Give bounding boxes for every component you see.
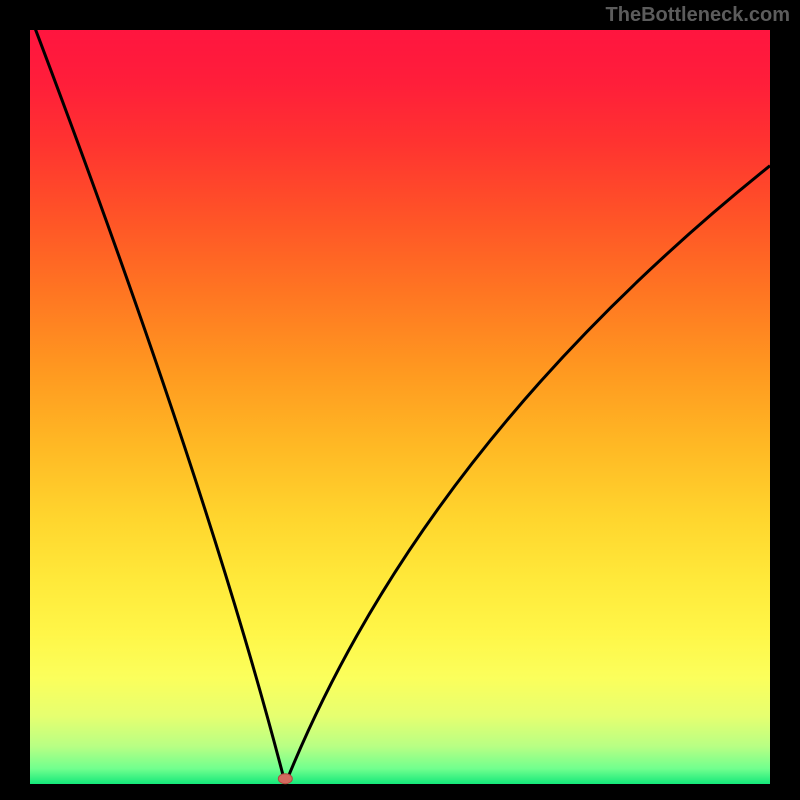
plot-svg <box>30 30 770 784</box>
watermark-text: TheBottleneck.com <box>606 4 790 27</box>
outer-frame <box>0 0 800 800</box>
touchdown-marker <box>278 774 292 784</box>
gradient-background <box>30 30 770 784</box>
plot-area <box>30 30 770 784</box>
chart-container: TheBottleneck.com <box>0 0 800 800</box>
